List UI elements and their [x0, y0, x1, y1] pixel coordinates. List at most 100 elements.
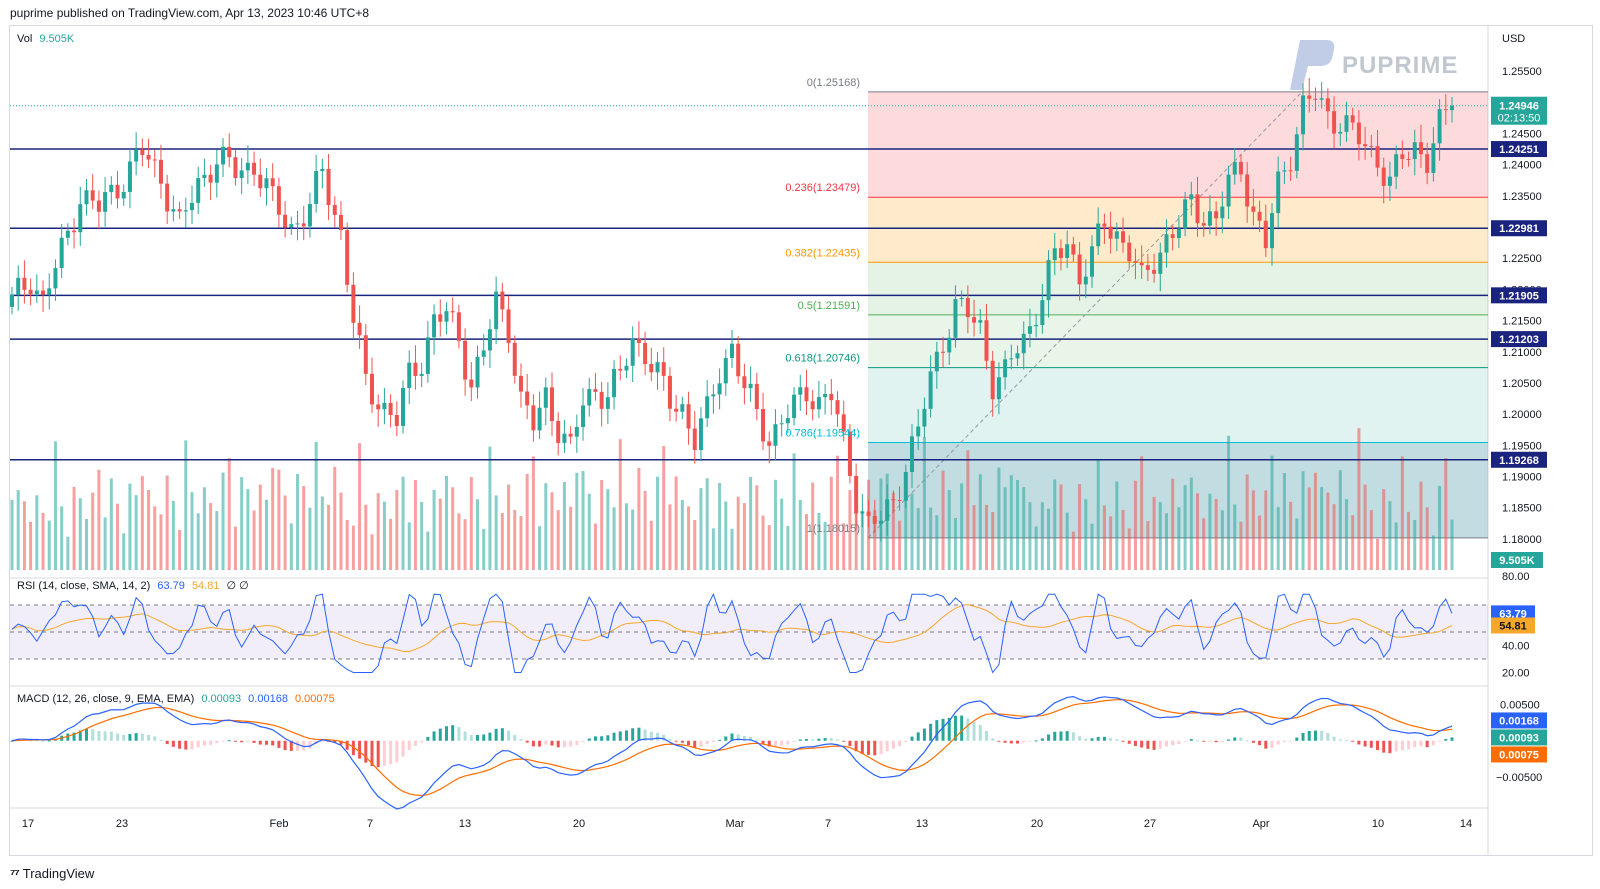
volume-bar: [767, 525, 771, 570]
macd-hist-bar: [1276, 740, 1280, 745]
macd-hist-bar: [910, 736, 914, 741]
volume-bar: [327, 504, 331, 570]
candle-body: [494, 291, 499, 330]
volume-bar: [1040, 502, 1044, 570]
candle-body: [1400, 154, 1405, 159]
macd-hist-bar: [1047, 734, 1051, 741]
volume-bar: [668, 504, 672, 570]
macd-hist-bar: [153, 736, 157, 741]
candle-body: [1021, 333, 1026, 354]
macd-hist-bar: [178, 740, 182, 749]
rsi-ma-tag: [1491, 617, 1535, 634]
macd-hist-bar: [662, 734, 666, 741]
candle-body: [885, 499, 890, 521]
macd-hist-bar: [519, 739, 523, 741]
macd-hist-bar: [643, 729, 647, 741]
candle-body: [41, 290, 46, 295]
macd-hist-bar: [91, 729, 95, 741]
volume-bar: [1344, 499, 1348, 570]
candle-body: [1294, 134, 1299, 171]
candle-body: [804, 387, 809, 402]
volume-bar: [587, 493, 591, 570]
candle-body: [47, 288, 52, 295]
volume-bar: [1313, 472, 1317, 570]
candle-body: [1214, 211, 1219, 219]
macd-hist-bar: [1233, 737, 1237, 741]
macd-hist-bar: [699, 740, 703, 747]
candle-body: [78, 204, 83, 233]
volume-bar: [997, 467, 1001, 570]
volume-bar: [407, 522, 411, 570]
level-tag-text: 1.21203: [1499, 334, 1539, 346]
volume-bar: [196, 513, 200, 570]
volume-bar: [755, 485, 759, 570]
macd-hist-bar: [401, 740, 405, 757]
candle-body: [550, 387, 554, 421]
candle-body: [1108, 226, 1113, 239]
candle-body: [630, 338, 635, 366]
candle-body: [34, 290, 39, 295]
price-tick: 1.21000: [1502, 347, 1542, 359]
candle-body: [456, 312, 461, 341]
volume-bar: [705, 478, 709, 570]
rsi-tick: 20.00: [1502, 668, 1530, 680]
macd-hist-bar: [233, 740, 237, 742]
macd-hist-bar: [1344, 740, 1348, 742]
volume-bar: [662, 446, 666, 570]
macd-hist-bar: [550, 740, 554, 746]
candle-body: [556, 420, 561, 443]
volume-bar: [1239, 521, 1243, 570]
macd-hist-bar: [1425, 740, 1429, 748]
macd-hist-bar: [587, 738, 591, 741]
volume-bar: [494, 495, 498, 570]
volume-bar: [1400, 456, 1404, 570]
volume-bar: [544, 483, 548, 570]
candle-body: [723, 357, 728, 384]
candle-body: [972, 317, 977, 323]
volume-bar: [1084, 499, 1088, 570]
candle-body: [1276, 171, 1281, 214]
fib-zone: [868, 367, 1488, 443]
macd-hist-bar: [1133, 740, 1137, 746]
candle-body: [1071, 244, 1076, 255]
candle-body: [1009, 358, 1014, 360]
volume-bar: [823, 521, 827, 570]
volume-bar: [1270, 455, 1274, 570]
candle-body: [624, 365, 629, 371]
volume-bar: [1090, 523, 1094, 570]
volume-bar: [382, 501, 386, 570]
volume-bar: [699, 488, 703, 570]
macd-hist-bar: [867, 740, 871, 755]
macd-hist-bar: [637, 727, 641, 741]
macd-hist-bar: [1078, 736, 1082, 741]
volume-bar: [308, 507, 312, 570]
candle-body: [1288, 170, 1293, 172]
candle-body: [301, 223, 306, 227]
candlesticks: [10, 78, 1454, 542]
candle-body: [1090, 246, 1094, 277]
volume-bar: [935, 515, 939, 570]
macd-hist-bar: [1307, 730, 1311, 741]
macd-hist-bar: [78, 730, 82, 741]
candle-body: [221, 146, 226, 165]
candle-body: [1139, 262, 1144, 266]
candle-body: [605, 397, 610, 409]
macd-hist-value: 0.00093: [201, 693, 242, 705]
vol-label: Vol: [17, 33, 33, 45]
time-axis: 17 23 Feb 7 13 20 Mar 7 13 20 27 Apr 10 14: [22, 818, 1472, 830]
volume-bar: [1096, 459, 1100, 570]
volume-bar: [1376, 538, 1380, 570]
volume-bar: [854, 496, 858, 570]
volume-bar: [35, 495, 39, 570]
candle-body: [891, 499, 896, 501]
volume-bar: [718, 482, 722, 570]
candle-body: [407, 362, 412, 388]
volume-bar: [991, 511, 995, 570]
macd-hist-bar: [705, 740, 709, 745]
volume-bar: [500, 513, 504, 570]
time-tick: Feb: [270, 818, 289, 830]
macd-hist-bar: [196, 740, 200, 748]
macd-hist-bar: [1208, 740, 1212, 742]
volume-bar: [836, 455, 840, 570]
